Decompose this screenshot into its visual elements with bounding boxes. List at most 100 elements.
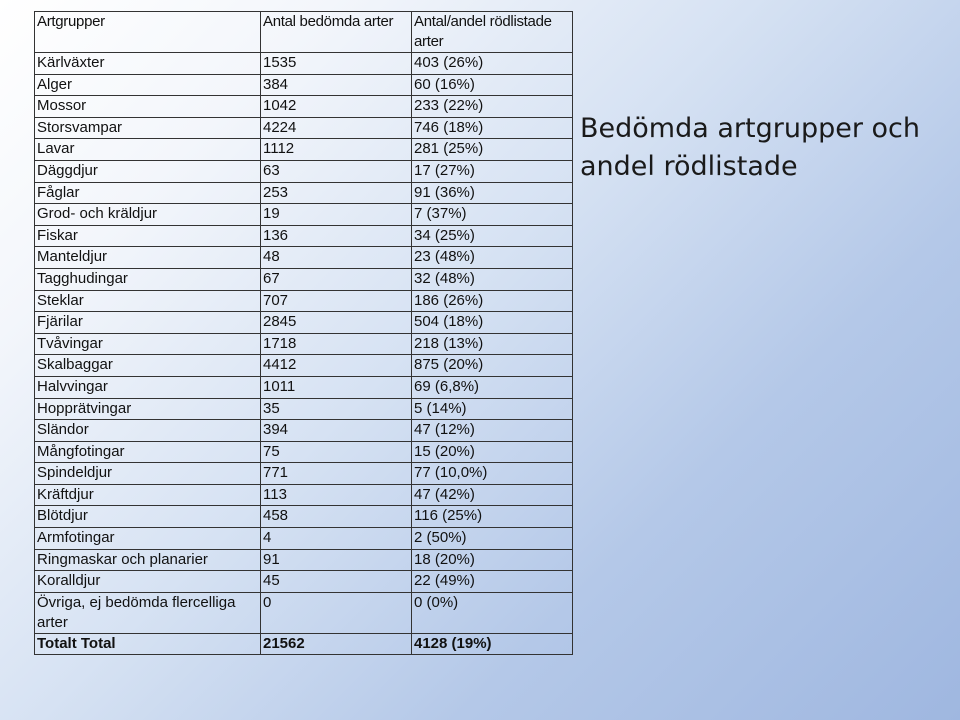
table-row: Fjärilar 2845 504 (18%) [34, 311, 573, 334]
table-row: Blötdjur 458 116 (25%) [34, 505, 573, 529]
table-row: Skalbaggar 4412 875 (20%) [34, 354, 573, 377]
cell-antal-bedomda: 4412 [260, 354, 412, 377]
cell-artgrupp: Tagghudingar [34, 267, 261, 291]
total-cell-antal-bedomda: 21562 [260, 632, 412, 656]
table-row: Ringmaskar och planarier 91 18 (20%) [34, 548, 573, 572]
table-row: Spindeldjur 771 77 (10,0%) [34, 462, 573, 485]
cell-andel-rodlistade: 186 (26%) [411, 289, 573, 313]
cell-antal-bedomda: 45 [260, 570, 412, 593]
table-row: Manteldjur 48 23 (48%) [34, 246, 573, 269]
cell-andel-rodlistade: 875 (20%) [411, 354, 573, 377]
table-row: Alger 384 60 (16%) [34, 73, 573, 97]
header-antal-bedomda: Antal bedömda arter [260, 11, 412, 53]
cell-antal-bedomda: 35 [260, 397, 412, 421]
cell-artgrupp: Fåglar [34, 181, 261, 205]
table-row: Storsvampar 4224 746 (18%) [34, 116, 573, 140]
cell-antal-bedomda: 1112 [260, 138, 412, 161]
cell-andel-rodlistade: 746 (18%) [411, 116, 573, 140]
cell-andel-rodlistade: 504 (18%) [411, 311, 573, 334]
cell-antal-bedomda: 1042 [260, 95, 412, 118]
cell-andel-rodlistade: 233 (22%) [411, 95, 573, 118]
cell-artgrupp: Mångfotingar [34, 440, 261, 464]
table-body: Kärlväxter 1535 403 (26%) Alger 384 60 (16%) M… [34, 52, 573, 656]
cell-antal-bedomda: 1535 [260, 52, 412, 75]
cell-artgrupp: Armfotingar [34, 527, 261, 550]
cell-artgrupp: Tvåvingar [34, 332, 261, 356]
cell-artgrupp: Manteldjur [34, 246, 261, 269]
cell-andel-rodlistade: 22 (49%) [411, 570, 573, 593]
cell-antal-bedomda: 48 [260, 246, 412, 269]
cell-andel-rodlistade: 69 (6,8%) [411, 375, 573, 399]
cell-artgrupp: Spindeldjur [34, 462, 261, 485]
cell-antal-bedomda: 113 [260, 483, 412, 507]
cell-antal-bedomda: 384 [260, 73, 412, 97]
cell-antal-bedomda: 63 [260, 159, 412, 183]
cell-andel-rodlistade: 15 (20%) [411, 440, 573, 464]
slide-title: Bedömda artgrupper och andel rödlistade [580, 113, 920, 182]
cell-andel-rodlistade: 218 (13%) [411, 332, 573, 356]
cell-andel-rodlistade: 60 (16%) [411, 73, 573, 97]
cell-antal-bedomda: 1718 [260, 332, 412, 356]
cell-andel-rodlistade: 2 (50%) [411, 527, 573, 550]
table-row: Armfotingar 4 2 (50%) [34, 527, 573, 550]
cell-andel-rodlistade: 116 (25%) [411, 505, 573, 529]
cell-antal-bedomda: 771 [260, 462, 412, 485]
cell-andel-rodlistade: 47 (42%) [411, 483, 573, 507]
cell-antal-bedomda: 4224 [260, 116, 412, 140]
cell-andel-rodlistade: 32 (48%) [411, 267, 573, 291]
cell-antal-bedomda: 67 [260, 267, 412, 291]
cell-antal-bedomda: 0 [260, 591, 412, 634]
table-row: Steklar 707 186 (26%) [34, 289, 573, 313]
cell-artgrupp: Ringmaskar och planarier [34, 548, 261, 572]
cell-andel-rodlistade: 5 (14%) [411, 397, 573, 421]
table-row: Fåglar 253 91 (36%) [34, 181, 573, 205]
cell-antal-bedomda: 136 [260, 224, 412, 248]
cell-andel-rodlistade: 91 (36%) [411, 181, 573, 205]
table-row: Fiskar 136 34 (25%) [34, 224, 573, 248]
cell-artgrupp: Halvvingar [34, 375, 261, 399]
cell-artgrupp: Lavar [34, 138, 261, 161]
cell-andel-rodlistade: 47 (12%) [411, 419, 573, 442]
table-row: Kärlväxter 1535 403 (26%) [34, 52, 573, 75]
table-row: Grod- och kräldjur 19 7 (37%) [34, 203, 573, 226]
cell-antal-bedomda: 707 [260, 289, 412, 313]
table-row: Sländor 394 47 (12%) [34, 419, 573, 442]
cell-artgrupp: Mossor [34, 95, 261, 118]
cell-artgrupp: Fjärilar [34, 311, 261, 334]
cell-andel-rodlistade: 403 (26%) [411, 52, 573, 75]
table-row: Hopprätvingar 35 5 (14%) [34, 397, 573, 421]
table-row: Tagghudingar 67 32 (48%) [34, 267, 573, 291]
table-row: Mångfotingar 75 15 (20%) [34, 440, 573, 464]
table-row: Däggdjur 63 17 (27%) [34, 159, 573, 183]
cell-artgrupp: Hopprätvingar [34, 397, 261, 421]
total-cell-artgrupp: Totalt Total [34, 632, 261, 656]
table-row: Tvåvingar 1718 218 (13%) [34, 332, 573, 356]
cell-antal-bedomda: 91 [260, 548, 412, 572]
total-cell-andel-rodlistade: 4128 (19%) [411, 632, 573, 656]
cell-artgrupp: Blötdjur [34, 505, 261, 529]
cell-artgrupp: Övriga, ej bedömda flercelliga arter [34, 591, 261, 634]
table-row: Halvvingar 1011 69 (6,8%) [34, 375, 573, 399]
cell-artgrupp: Fiskar [34, 224, 261, 248]
cell-artgrupp: Steklar [34, 289, 261, 313]
cell-andel-rodlistade: 77 (10,0%) [411, 462, 573, 485]
table-header-row: Artgrupper Antal bedömda arter Antal/and… [34, 11, 573, 53]
cell-antal-bedomda: 1011 [260, 375, 412, 399]
cell-antal-bedomda: 75 [260, 440, 412, 464]
cell-artgrupp: Alger [34, 73, 261, 97]
cell-artgrupp: Grod- och kräldjur [34, 203, 261, 226]
cell-artgrupp: Däggdjur [34, 159, 261, 183]
cell-artgrupp: Kärlväxter [34, 52, 261, 75]
cell-antal-bedomda: 4 [260, 527, 412, 550]
cell-antal-bedomda: 458 [260, 505, 412, 529]
species-table: Artgrupper Antal bedömda arter Antal/and… [34, 11, 573, 656]
cell-andel-rodlistade: 23 (48%) [411, 246, 573, 269]
cell-antal-bedomda: 253 [260, 181, 412, 205]
cell-andel-rodlistade: 0 (0%) [411, 591, 573, 634]
cell-andel-rodlistade: 281 (25%) [411, 138, 573, 161]
table-row: Kräftdjur 113 47 (42%) [34, 483, 573, 507]
table-row: Övriga, ej bedömda flercelliga arter 0 0 (… [34, 591, 573, 634]
cell-artgrupp: Kräftdjur [34, 483, 261, 507]
table-row: Koralldjur 45 22 (49%) [34, 570, 573, 593]
